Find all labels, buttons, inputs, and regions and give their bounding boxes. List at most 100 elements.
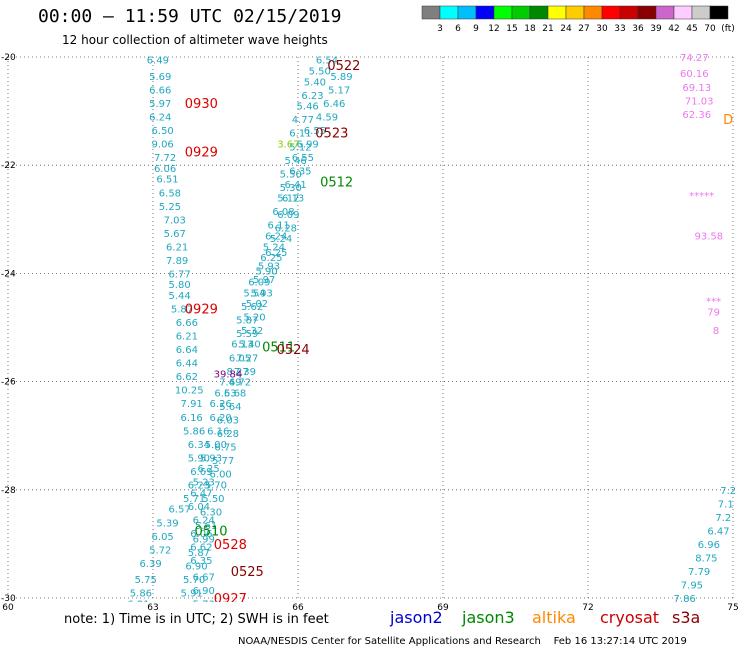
- legend-label: 9: [473, 24, 479, 34]
- swh-value: 6.23: [301, 91, 323, 102]
- swh-value: 6.62: [190, 543, 212, 554]
- swh-value: 6.28: [275, 223, 297, 234]
- legend-swatch: [709, 5, 729, 20]
- axis-labels: 60 63 66 69 72 75 -20 -22 -24 -26 -28 -30: [1, 53, 739, 613]
- legend-label: 12: [488, 24, 499, 34]
- swh-value: 6.25: [197, 464, 219, 475]
- swh-value: 5.68: [224, 388, 246, 399]
- page-title: 00:00 – 11:59 UTC 02/15/2019: [38, 6, 342, 27]
- swh-value: 5.72: [149, 545, 171, 556]
- swh-value: 79: [707, 307, 720, 318]
- swh-value: 5.46: [284, 156, 306, 167]
- swh-value: 5.61: [195, 521, 217, 532]
- swh-value: 6.51: [156, 175, 178, 186]
- swh-value: 6.24: [265, 232, 287, 243]
- swh-value: 6.55: [304, 126, 326, 137]
- swh-value: 74.27: [680, 53, 709, 64]
- swh-value: 5.86: [183, 426, 205, 437]
- swh-value: 7.27: [236, 353, 258, 364]
- legend-label: (ft): [721, 24, 735, 34]
- swh-value: 5.39: [156, 518, 178, 529]
- swh-value: 6.06: [154, 164, 176, 175]
- pass-time-label: D: [723, 113, 733, 128]
- swh-value: 71.03: [685, 96, 714, 107]
- swh-value: 8.75: [695, 553, 717, 564]
- swh-value: 6.69: [190, 467, 212, 478]
- swh-value: 39.84: [214, 369, 243, 380]
- swh-value: 5.93: [200, 453, 222, 464]
- swh-value: 93.58: [695, 232, 724, 243]
- swh-value: 62.36: [682, 110, 711, 121]
- swh-value: 6.47: [707, 526, 729, 537]
- footer-note: note: 1) Time is in UTC; 2) SWH is in fe…: [64, 612, 329, 627]
- pass-time-label: 0525: [231, 565, 264, 580]
- swh-value: 6.58: [159, 188, 181, 199]
- legend-label: 18: [524, 24, 536, 34]
- swh-value: 5.59: [236, 329, 258, 340]
- swh-value: 6.05: [152, 532, 174, 543]
- pass-time-label: 0528: [214, 538, 247, 553]
- swh-value: 7.2: [720, 486, 736, 497]
- swh-value: 6.90: [193, 586, 215, 597]
- swh-value: 6.67: [193, 572, 215, 583]
- pass-time-label: 0929: [185, 146, 218, 161]
- swh-value: 6.57: [168, 505, 190, 516]
- pass-time-label: 0511: [262, 340, 295, 355]
- swh-value: *****: [689, 191, 714, 202]
- legend-label: 15: [506, 24, 517, 34]
- pass-time-label: 0509: [136, 643, 169, 650]
- swh-value: 6.11: [268, 221, 290, 232]
- swh-value: 5.93: [258, 261, 280, 272]
- legend-label: 45: [686, 24, 697, 34]
- swh-value: 9.06: [152, 140, 174, 151]
- swh-value: 6.25: [260, 253, 282, 264]
- swh-value: 6.64: [176, 345, 198, 356]
- swh-value: 6.99: [193, 534, 215, 545]
- x-tick-label: 75: [727, 603, 738, 613]
- swh-value: 5.02: [246, 299, 268, 310]
- legend-label: 21: [542, 24, 553, 34]
- swh-value: 5.25: [159, 202, 181, 213]
- swh-value: ***: [706, 296, 721, 307]
- satellite-name-s3a: s3a: [672, 608, 701, 627]
- swh-value: 5.87: [236, 315, 258, 326]
- gridlines: [7, 56, 734, 599]
- swh-value: 5.70: [183, 575, 205, 586]
- swh-value: 7.39: [234, 367, 256, 378]
- swh-value: 4.59: [316, 113, 338, 124]
- swh-value: 7.03: [164, 215, 186, 226]
- swh-value: 6.13: [231, 340, 253, 351]
- satellite-name-jason2: jason2: [390, 608, 443, 627]
- swh-value: 7.79: [688, 567, 710, 578]
- legend-label: 36: [632, 24, 644, 34]
- x-tick-label: 69: [437, 603, 449, 613]
- x-tick-label: 66: [292, 603, 304, 613]
- swh-value: 6.41: [284, 180, 306, 191]
- y-tick-label: -24: [1, 269, 16, 279]
- swh-value: 5.00: [205, 440, 227, 451]
- pass-time-label: 0512: [320, 175, 353, 190]
- swh-value: 6.99: [297, 140, 319, 151]
- y-tick-label: -26: [1, 378, 16, 388]
- swh-value: 7.72: [154, 153, 176, 164]
- swh-value: 6.24: [193, 516, 215, 527]
- swh-value: 6.35: [190, 556, 212, 567]
- swh-value: 6.34: [188, 440, 210, 451]
- swh-value: 5.50: [202, 494, 224, 505]
- swh-value: 5.86: [130, 589, 152, 600]
- swh-value: 7.91: [181, 399, 203, 410]
- swh-value: 5.89: [330, 72, 352, 83]
- swh-value: 5.70: [205, 480, 227, 491]
- swh-value: 7.49: [219, 378, 241, 389]
- swh-value: 6.20: [210, 413, 232, 424]
- swh-value: 6.77: [168, 269, 190, 280]
- swh-value: 6.21: [176, 332, 198, 343]
- swh-value: 5.97: [149, 99, 171, 110]
- swh-value: 6.23: [188, 480, 210, 491]
- swh-value: 6.26: [210, 399, 232, 410]
- y-tick-label: -30: [1, 594, 16, 604]
- y-tick-label: -22: [1, 161, 16, 171]
- pass-time-label: 0523: [315, 127, 348, 142]
- swh-value: 6.66: [176, 318, 198, 329]
- swh-value: 6.08: [272, 207, 294, 218]
